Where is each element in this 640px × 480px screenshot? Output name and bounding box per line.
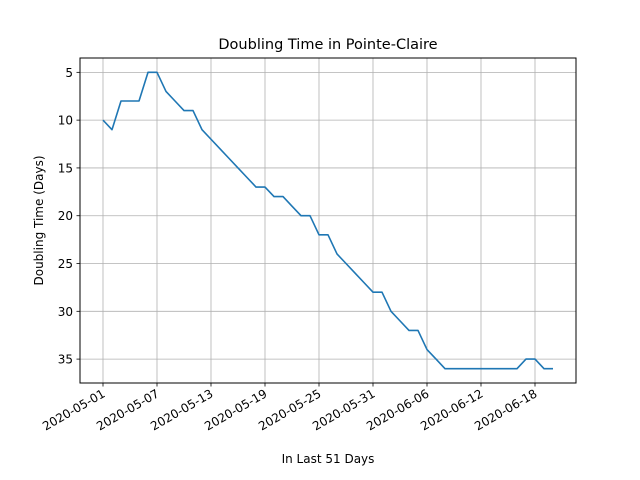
chart-title: Doubling Time in Pointe-Claire — [218, 37, 437, 53]
y-tick-label: 35 — [58, 353, 73, 367]
series-line — [102, 71, 553, 370]
y-tick-label: 20 — [58, 209, 73, 223]
grid — [80, 58, 576, 383]
y-tick-label: 25 — [58, 257, 73, 271]
y-tick-label: 15 — [58, 161, 73, 175]
y-tick-label: 10 — [58, 114, 73, 128]
line-series — [102, 71, 553, 370]
y-axis-label: Doubling Time (Days) — [32, 155, 46, 285]
y-tick-label: 5 — [65, 66, 73, 80]
x-axis-label: In Last 51 Days — [282, 452, 375, 466]
axes-frame — [79, 57, 577, 384]
y-tick-label: 30 — [58, 305, 73, 319]
